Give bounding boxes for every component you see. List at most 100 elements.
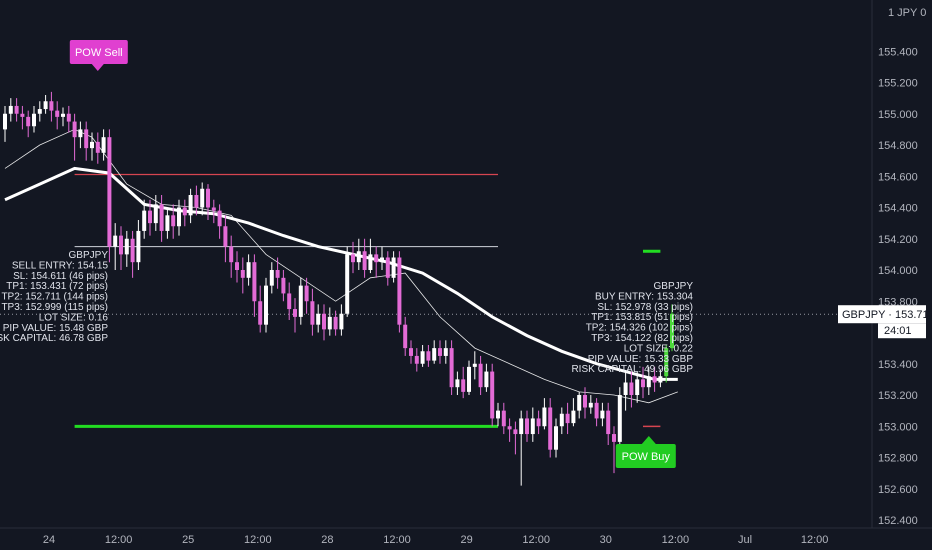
candle-body (333, 316, 338, 330)
x-tick-label: 12:00 (244, 534, 272, 546)
buy-info-line: RISK CAPITAL: 49.96 GBP (571, 364, 693, 375)
buy-info-line: BUY ENTRY: 153.304 (595, 291, 693, 302)
x-tick-label: Jul (738, 534, 752, 546)
candle-body (362, 251, 367, 270)
candle-body (414, 355, 419, 364)
y-tick-label: 155.400 (878, 46, 918, 58)
candle-body (629, 382, 634, 395)
sell-info-line: GBPJPY (69, 250, 109, 261)
candle-body (26, 116, 31, 127)
candle-body (351, 254, 355, 263)
y-tick-label: 155.200 (878, 78, 918, 90)
x-tick-label: 12:00 (522, 534, 550, 546)
price-axis[interactable] (872, 0, 932, 550)
y-tick-label: 152.800 (878, 453, 918, 465)
candle-body (594, 402, 599, 419)
candle-body (432, 348, 437, 361)
candle-body (14, 105, 19, 114)
x-tick-label: 24 (43, 534, 55, 546)
candle-body (513, 429, 518, 435)
candle-body (449, 348, 454, 388)
y-tick-label: 154.400 (878, 203, 918, 215)
candle-body (235, 262, 239, 270)
candle-body (385, 257, 390, 278)
time-axis[interactable] (0, 528, 932, 550)
countdown-tag (878, 323, 926, 339)
sell-info-line: LOT SIZE: 0.16 (39, 312, 109, 323)
candle-body (124, 238, 129, 255)
candle-body (617, 395, 622, 442)
candle-body (490, 371, 495, 419)
y-tick-label: 154.000 (878, 265, 918, 277)
candle-body (426, 351, 431, 361)
candle-body (484, 371, 489, 388)
candle-body (258, 301, 263, 325)
candle-body (559, 413, 564, 427)
candle-body (43, 101, 48, 110)
sell-info-line: PIP VALUE: 15.48 GBP (3, 323, 109, 334)
sell-info-line: RISK CAPITAL: 46.78 GBP (0, 333, 108, 344)
candle-body (49, 101, 54, 111)
candle-body (246, 262, 251, 278)
candle-body (153, 204, 158, 224)
x-tick-label: 12:00 (662, 534, 690, 546)
buy-info-line: SL: 152.978 (33 pips) (597, 302, 693, 313)
price-tag (838, 305, 926, 324)
pow-buy-flag[interactable] (615, 444, 676, 468)
candle-body (600, 410, 605, 419)
candle-body (240, 270, 245, 278)
candle-body (72, 121, 77, 138)
candle-body (107, 137, 112, 247)
y-tick-label: 152.400 (878, 515, 918, 527)
candle-body (496, 410, 500, 419)
candle-body (142, 210, 147, 231)
candle-body (345, 254, 350, 314)
buy-info-line: PIP VALUE: 15.33 GBP (588, 354, 694, 365)
candle-body (623, 382, 628, 395)
candle-body (136, 230, 141, 263)
candle-body (159, 204, 164, 231)
candle-body (670, 313, 674, 349)
y-tick-label: 154.800 (878, 140, 918, 152)
candle-body (554, 426, 558, 450)
candle-body (443, 348, 448, 356)
candle-body (327, 316, 332, 330)
y-tick-label: 155.000 (878, 109, 918, 121)
buy-info-line: TP3: 154.122 (82 pips) (591, 333, 693, 344)
candle-body (182, 207, 187, 216)
y-tick-label: 152.600 (878, 484, 918, 496)
sell-info-line: TP2: 152.711 (144 pips) (1, 292, 108, 303)
pow-sell-flag-pointer (91, 64, 104, 71)
candle-body (298, 285, 303, 317)
candle-body (652, 376, 657, 383)
pow-sell-flag[interactable] (69, 40, 128, 64)
y-tick-label: 153.200 (878, 390, 918, 402)
candle-body (368, 254, 373, 270)
candle-body (66, 113, 71, 122)
candle-body (420, 351, 425, 364)
x-tick-label: 28 (321, 534, 333, 546)
candle-body (403, 324, 408, 349)
candle-body (78, 129, 83, 138)
candle-body (501, 410, 506, 427)
x-tick-label: 12:00 (801, 534, 829, 546)
candle-body (374, 254, 379, 263)
candle-body (95, 141, 100, 153)
y-tick-label: 154.600 (878, 171, 918, 183)
candle-body (565, 413, 570, 424)
candle-body (177, 207, 181, 227)
candle-body (61, 113, 65, 117)
x-tick-label: 30 (600, 534, 612, 546)
candle-body (165, 215, 170, 231)
candle-body (391, 257, 396, 278)
candle-body (339, 313, 344, 330)
candle-body (55, 110, 60, 117)
buy-info-line: GBPJPY (654, 281, 694, 292)
candle-body (658, 376, 663, 383)
candle-body (646, 376, 651, 388)
sell-info-line: TP3: 152.999 (115 pips) (1, 302, 108, 313)
candle-body (217, 210, 222, 227)
candle-body (287, 293, 292, 310)
candle-body (542, 407, 547, 427)
